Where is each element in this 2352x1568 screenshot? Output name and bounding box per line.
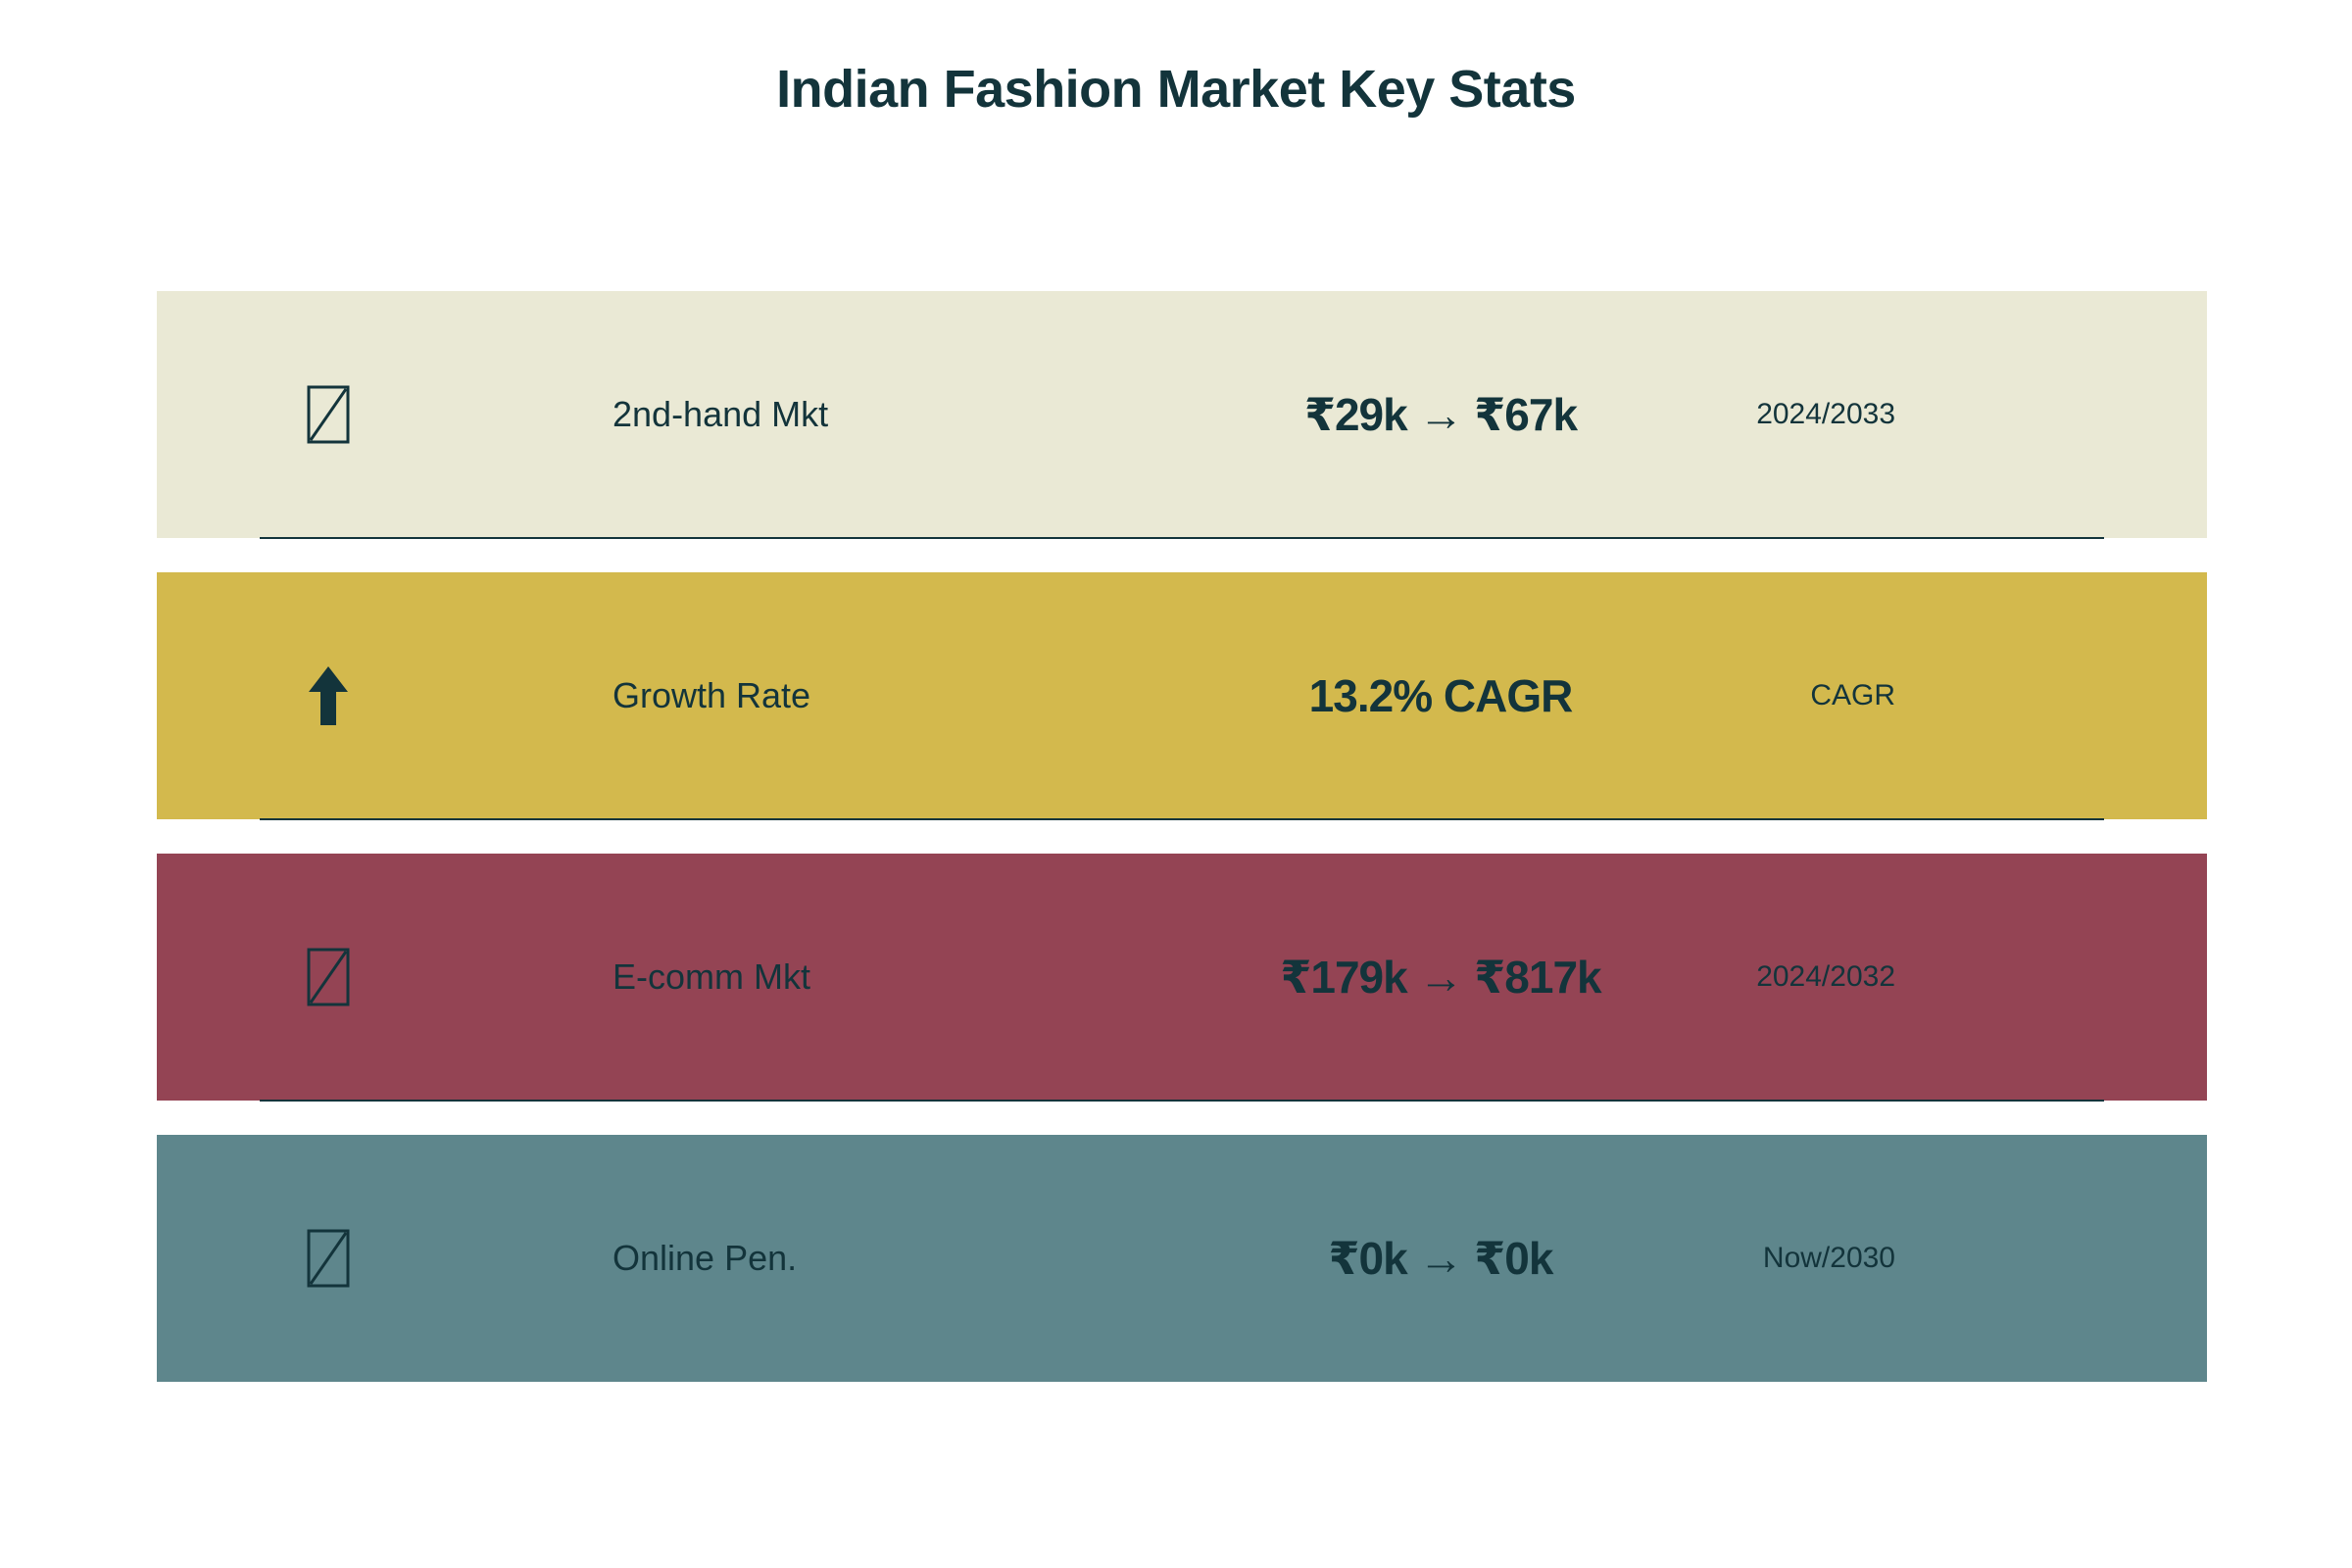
- row-period: 2024/2033: [1756, 398, 1895, 430]
- table-row: E-comm Mkt ₹179k → ₹817k 2024/2032: [157, 854, 2207, 1102]
- row-value: 13.2% CAGR: [1308, 670, 1574, 721]
- row-divider: [260, 537, 2104, 539]
- page-title: Indian Fashion Market Key Stats: [776, 60, 1576, 119]
- table-row: Growth Rate 13.2% CAGR CAGR: [157, 572, 2207, 820]
- row-period: 2024/2032: [1756, 960, 1895, 993]
- up-arrow-icon: [294, 572, 363, 819]
- missing-glyph-icon: [294, 1135, 363, 1382]
- table-row: 2nd-hand Mkt ₹29k → ₹67k 2024/2033: [157, 291, 2207, 539]
- stats-table: 2nd-hand Mkt ₹29k → ₹67k 2024/2033 Growth R…: [157, 291, 2207, 1382]
- row-value: ₹0k → ₹0k: [1328, 1233, 1554, 1284]
- row-period: Now/2030: [1762, 1242, 1895, 1274]
- missing-glyph-icon: [294, 291, 363, 538]
- missing-glyph-icon: [294, 854, 363, 1101]
- row-period: CAGR: [1810, 679, 1895, 711]
- row-label: E-comm Mkt: [612, 956, 810, 997]
- table-row: Online Pen. ₹0k → ₹0k Now/2030: [157, 1135, 2207, 1382]
- row-divider: [260, 1100, 2104, 1102]
- row-label: Online Pen.: [612, 1238, 798, 1278]
- row-value: ₹179k → ₹817k: [1280, 952, 1601, 1003]
- row-label: Growth Rate: [612, 675, 811, 715]
- row-divider: [260, 818, 2104, 820]
- row-label: 2nd-hand Mkt: [612, 394, 829, 434]
- row-value: ₹29k → ₹67k: [1303, 389, 1578, 440]
